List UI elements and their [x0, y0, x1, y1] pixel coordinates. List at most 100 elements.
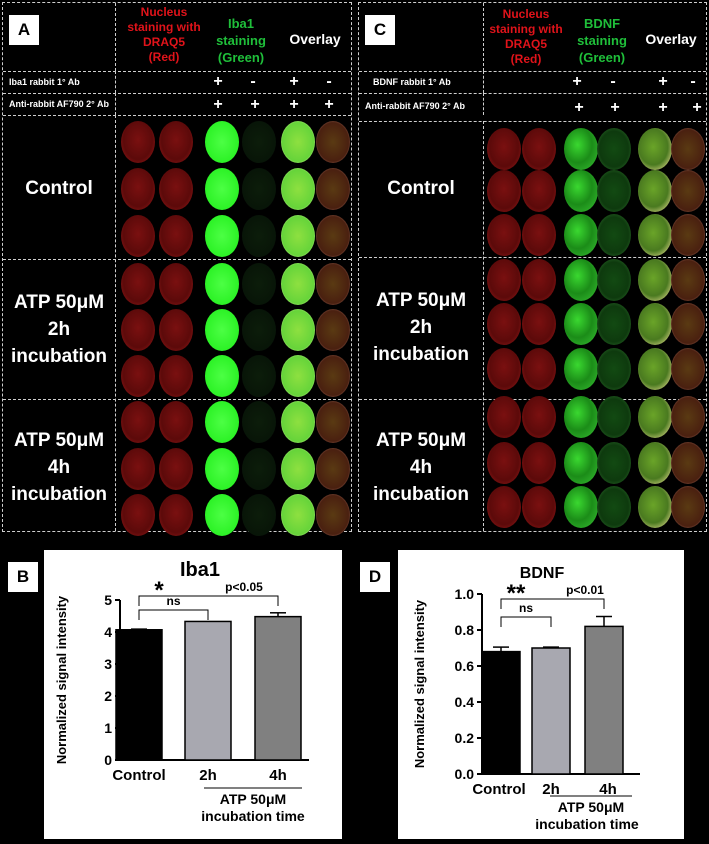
panel-c-ab-row2-label: Anti-rabbit AF790 2° Ab	[365, 101, 465, 111]
x-tick-label: Control	[112, 767, 165, 784]
panel-a-ab-row1-sym2: -	[250, 73, 256, 90]
well-image	[638, 128, 672, 170]
well-image	[671, 486, 705, 528]
well-image	[121, 215, 155, 257]
y-tick-label: 0.2	[455, 730, 475, 746]
group-label-line1: ATP 50μM	[220, 791, 286, 807]
panel-a-cond-column-divider	[115, 115, 116, 531]
ns-annotation: ns	[519, 601, 533, 615]
panel-a-ab-row2-sym4: +	[324, 96, 334, 113]
panel-a-ab-row1-top	[3, 71, 351, 72]
panel-a-ab-row2-sym3: +	[289, 96, 299, 113]
well-image	[242, 401, 276, 443]
well-image	[671, 396, 705, 438]
well-image	[522, 214, 556, 256]
well-image	[205, 168, 239, 210]
x-tick-label: 4h	[599, 781, 617, 798]
well-image	[242, 168, 276, 210]
bar-control	[115, 629, 163, 761]
well-image	[638, 303, 672, 345]
y-tick-label: 0.0	[455, 766, 475, 782]
well-image	[281, 494, 315, 536]
well-image	[671, 348, 705, 390]
well-image	[281, 168, 315, 210]
y-tick-label: 0	[104, 752, 112, 768]
panel-a-ab-row1-sym4: -	[326, 73, 332, 90]
panel-a-stain-header: Iba1 staining (Green)	[216, 16, 266, 65]
x-tick-label: 2h	[199, 767, 217, 784]
well-image	[564, 486, 598, 528]
well-image	[242, 448, 276, 490]
well-image	[564, 396, 598, 438]
well-image	[671, 170, 705, 212]
panel-a-nucleus-header: Nucleus staining with DRAQ5 (Red)	[127, 5, 201, 64]
panel-a-overlay-header: Overlay	[289, 31, 341, 47]
well-image	[522, 128, 556, 170]
well-image	[487, 214, 521, 256]
well-image	[205, 355, 239, 397]
panel-a-label: A	[9, 15, 39, 45]
well-image	[316, 494, 350, 536]
panel-c-overlay-header: Overlay	[645, 31, 697, 47]
panel-c-cond-divider-1	[359, 257, 706, 258]
well-image	[487, 303, 521, 345]
well-image	[638, 396, 672, 438]
well-image	[671, 303, 705, 345]
well-image	[205, 448, 239, 490]
ns-bracket	[500, 616, 552, 627]
well-image	[205, 215, 239, 257]
well-image	[316, 309, 350, 351]
panel-c-ab-row1-sym1: +	[572, 73, 582, 90]
panel-c-ab-row1-top	[359, 71, 706, 72]
y-tick-label: 5	[104, 592, 112, 608]
panel-a-condition-control: Control	[25, 178, 93, 199]
well-image	[121, 494, 155, 536]
well-image	[121, 448, 155, 490]
y-tick-label: 4	[104, 624, 112, 640]
well-image	[638, 486, 672, 528]
well-image	[159, 215, 193, 257]
well-image	[597, 303, 631, 345]
well-image	[121, 263, 155, 305]
panel-a-ab-row1-divider	[115, 71, 116, 93]
well-image	[522, 170, 556, 212]
x-tick-label: 4h	[269, 767, 287, 784]
panel-a-ab-row2-divider	[115, 93, 116, 115]
well-image	[564, 259, 598, 301]
significance-stars: **	[507, 580, 526, 607]
panel-a: A Nucleus staining with DRAQ5 (Red) Iba1…	[2, 2, 352, 536]
chart-title: Iba1	[180, 559, 220, 581]
bar-2h	[531, 647, 571, 775]
panel-c-condition-4h: ATP 50μM 4h incubation	[372, 430, 470, 505]
well-image	[638, 214, 672, 256]
well-image	[487, 128, 521, 170]
well-image	[159, 355, 193, 397]
significance-bracket	[138, 595, 279, 606]
panel-c-cond-column-divider	[483, 121, 484, 531]
y-tick-label: 2	[104, 688, 112, 704]
well-image	[159, 121, 193, 163]
well-image	[205, 263, 239, 305]
well-image	[281, 263, 315, 305]
panel-a-ab-row1-sym3: +	[289, 73, 299, 90]
well-image	[522, 259, 556, 301]
well-image	[638, 170, 672, 212]
panel-a-cond-divider-2	[3, 399, 351, 400]
panel-a-ab-row1-label: Iba1 rabbit 1° Ab	[9, 77, 80, 87]
well-image	[487, 442, 521, 484]
panel-b-chart-svg: Iba1 Normalized signal intensity 0 1 2 3 4 5 Con…	[54, 559, 309, 824]
y-tick-label: 0.8	[455, 622, 475, 638]
group-label-line2: incubation time	[201, 808, 305, 824]
p-value-annotation: p<0.01	[566, 583, 604, 597]
y-axis-label: Normalized signal intensity	[54, 595, 69, 764]
panel-a-cond-divider-1	[3, 259, 351, 260]
well-image	[121, 309, 155, 351]
well-image	[597, 348, 631, 390]
well-image	[205, 121, 239, 163]
panel-d-label: D	[360, 562, 390, 592]
well-image	[487, 259, 521, 301]
well-image	[316, 355, 350, 397]
well-image	[638, 259, 672, 301]
well-image	[242, 263, 276, 305]
well-image	[564, 442, 598, 484]
